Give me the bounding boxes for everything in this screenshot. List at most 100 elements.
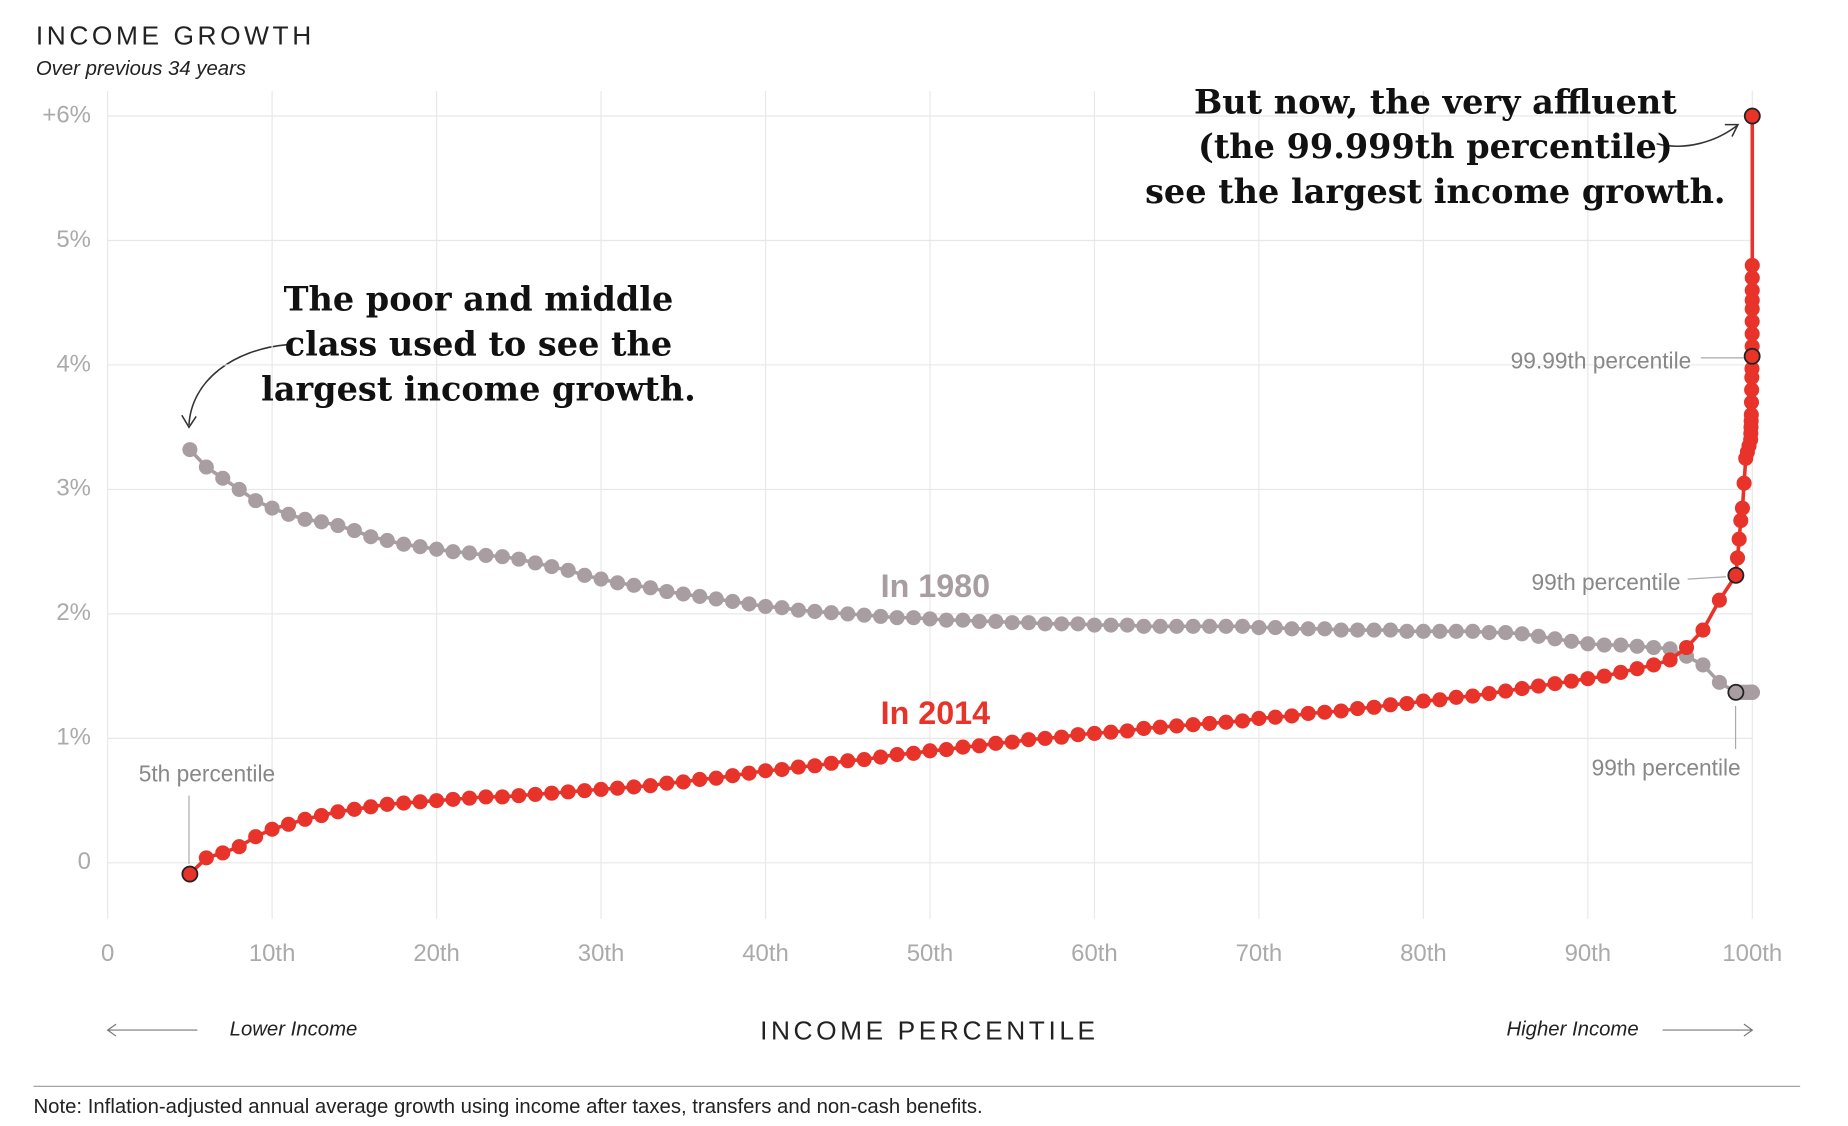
point: [1695, 622, 1711, 638]
point: [642, 778, 658, 794]
note: Note: Inflation-adjusted annual average …: [33, 1096, 982, 1118]
chart-title: INCOME GROWTH: [36, 20, 315, 50]
point: [1711, 674, 1727, 690]
point: [971, 613, 987, 629]
callout-label: 99th percentile: [1592, 754, 1741, 780]
point: [297, 511, 313, 527]
point: [1070, 616, 1086, 632]
point: [790, 759, 806, 775]
point: [1465, 623, 1481, 639]
point: [313, 514, 329, 530]
point: [626, 779, 642, 795]
point: [1136, 720, 1152, 736]
point: [823, 605, 839, 621]
point: [642, 580, 658, 596]
point: [1021, 732, 1037, 748]
point: [215, 470, 231, 486]
point: [1498, 625, 1514, 641]
point: [675, 586, 691, 602]
point: [527, 786, 543, 802]
point: [1119, 617, 1135, 633]
x-tick-label: 60th: [1071, 940, 1118, 967]
point: [593, 571, 609, 587]
point: [1481, 625, 1497, 641]
point: [560, 562, 576, 578]
point: [1251, 620, 1267, 636]
point: [1448, 689, 1464, 705]
point: [1432, 623, 1448, 639]
point: [1744, 361, 1760, 377]
callout-label: 99th percentile: [1531, 569, 1680, 595]
point: [198, 459, 214, 475]
point: [1514, 626, 1530, 642]
point: [1382, 622, 1399, 638]
y-tick-label: 5%: [56, 226, 91, 253]
point: [840, 753, 856, 769]
point: [577, 783, 593, 799]
x-tick-label: 70th: [1236, 940, 1283, 967]
point: [264, 821, 280, 837]
point: [659, 583, 675, 600]
point: [1152, 719, 1168, 735]
annotation: The poor and middle: [284, 280, 674, 319]
point: [1152, 618, 1168, 634]
point: [560, 784, 576, 800]
point: [396, 536, 412, 552]
x-tick-label: 100th: [1722, 940, 1782, 967]
point: [1070, 727, 1086, 743]
point: [1547, 676, 1563, 692]
annotation-arrow: [181, 343, 288, 429]
point: [692, 771, 708, 787]
point: [1054, 616, 1070, 632]
point: [198, 850, 214, 866]
point: [1415, 623, 1431, 639]
point: [774, 600, 790, 616]
point: [757, 763, 774, 779]
point: [1350, 700, 1366, 717]
point: [873, 608, 889, 624]
point: [231, 481, 247, 497]
highlight-point: [1743, 347, 1761, 365]
point: [313, 808, 329, 824]
point: [1596, 668, 1612, 684]
point: [1743, 407, 1759, 423]
annotation: largest income growth.: [261, 369, 696, 408]
annotation-arrow: [1656, 123, 1740, 147]
x-tick-label: 80th: [1400, 940, 1447, 967]
point: [379, 796, 395, 812]
point: [1399, 695, 1415, 712]
callout-label: 99.99th percentile: [1511, 348, 1692, 374]
point: [659, 775, 675, 791]
point: [1185, 618, 1201, 634]
point: [1136, 618, 1152, 634]
point: [494, 549, 510, 565]
x-tick-label: 0: [101, 940, 114, 967]
point: [1350, 622, 1366, 638]
point: [1734, 500, 1750, 516]
point: [1629, 638, 1645, 654]
point: [363, 529, 379, 545]
point: [396, 795, 412, 811]
point: [1004, 734, 1020, 750]
point: [1382, 697, 1399, 713]
y-tick-label: 0: [78, 848, 91, 875]
point: [412, 539, 428, 555]
point: [182, 442, 198, 458]
point: [988, 613, 1004, 629]
annotation: (the 99.999th percentile): [1198, 127, 1673, 166]
point: [461, 545, 478, 561]
point: [840, 606, 856, 622]
point: [1729, 550, 1746, 566]
point: [1563, 673, 1579, 689]
point: [1629, 661, 1645, 677]
point: [1547, 631, 1563, 647]
point: [1284, 621, 1300, 637]
point: [1333, 703, 1349, 719]
point: [609, 575, 626, 591]
point: [675, 774, 691, 790]
point: [856, 751, 872, 768]
point: [741, 596, 757, 612]
point: [1119, 723, 1135, 739]
point: [577, 567, 593, 583]
series-line: [188, 116, 1755, 876]
